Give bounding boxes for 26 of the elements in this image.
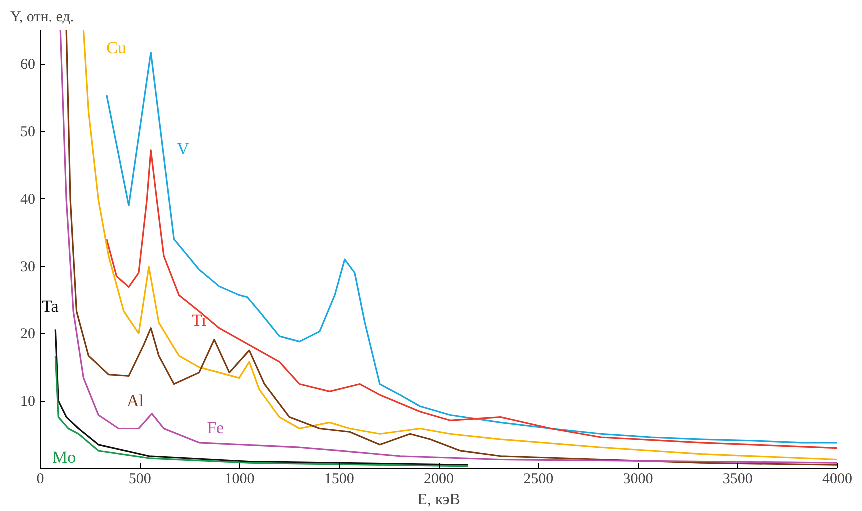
y-tick-label: 40 (20, 192, 36, 208)
series-label: Cu (106, 38, 127, 58)
x-tick-label: 3000 (623, 472, 654, 488)
line-series (54, 355, 470, 468)
x-tick-label: 4000 (822, 472, 852, 488)
y-tick-label: 20 (20, 326, 36, 343)
x-tick-label: 3500 (722, 472, 753, 488)
x-axis-title: E, кэВ (418, 492, 460, 508)
x-tick-label: 1500 (324, 472, 354, 488)
x-tick-label: 2000 (424, 472, 454, 488)
y-tick-label: 60 (20, 57, 36, 74)
series-label: Mo (52, 448, 76, 468)
series-label: Fe (207, 418, 224, 438)
x-tick-label: 1000 (224, 472, 255, 488)
y-tick-label: 10 (20, 394, 36, 410)
series-label: Ti (192, 310, 207, 330)
x-tick-label: 500 (128, 472, 152, 488)
y-axis-title: Y, отн. ед. (10, 10, 74, 26)
y-tick-label: 50 (20, 124, 36, 141)
series-label: V (177, 140, 190, 159)
x-tick-label: 2500 (524, 472, 554, 488)
y-tick-label: 30 (20, 259, 36, 276)
series-label: Al (126, 392, 144, 411)
x-tick-label: 0 (36, 472, 44, 488)
line-series (54, 328, 470, 466)
series-label: Ta (42, 296, 60, 316)
